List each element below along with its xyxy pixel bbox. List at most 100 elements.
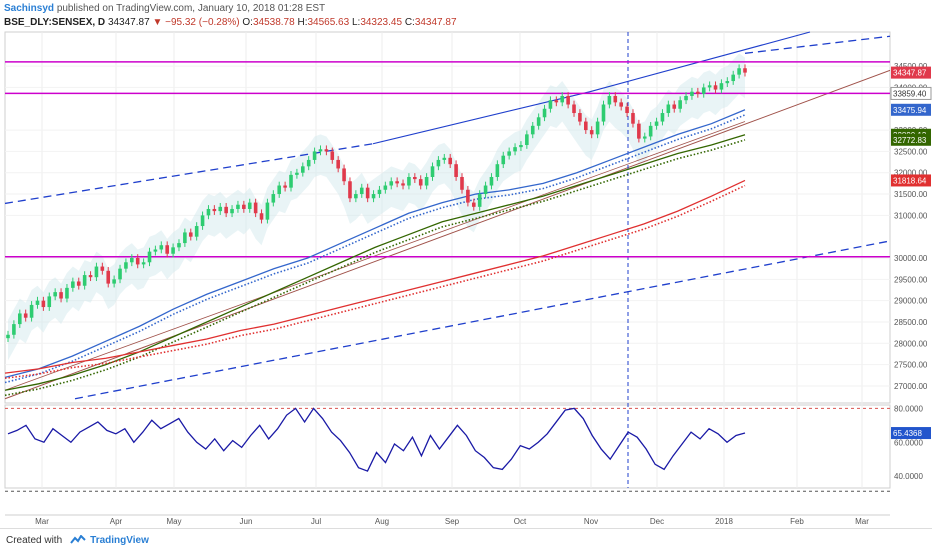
high-value: 34565.63 (307, 17, 350, 28)
candle-body (153, 249, 158, 252)
candle-body (141, 262, 146, 265)
price-pane-border (4, 31, 891, 404)
candle-body (106, 270, 111, 284)
open-label: O: (242, 17, 253, 28)
candle-body (648, 125, 653, 137)
price-tag-box (891, 133, 931, 146)
candle-body (495, 164, 500, 177)
price-pane[interactable] (4, 31, 891, 488)
candle-body (637, 123, 641, 139)
candle-body (424, 176, 429, 186)
candle-body (566, 95, 570, 105)
rsi-tick-label: 60.0000 (894, 438, 923, 447)
upper-channel-projection (744, 35, 891, 54)
candle-body (76, 281, 81, 286)
tradingview-brand[interactable]: TradingView (90, 534, 149, 546)
candle-body (737, 68, 741, 75)
candle-body (407, 176, 411, 186)
open-value: 34538.78 (252, 17, 295, 28)
candle-body (324, 149, 329, 152)
candle-body (354, 194, 358, 199)
price-tag-label: 32772.83 (893, 136, 927, 145)
candle-body (448, 157, 452, 165)
candle-body (418, 179, 423, 186)
candle-body (188, 232, 193, 237)
upper-channel-line (4, 143, 374, 205)
time-tick-label: Apr (110, 517, 123, 526)
price-tick-label: 32500.00 (894, 147, 928, 156)
time-axis[interactable]: Mar Apr May Jun Jul Aug Sep Oct Nov Dec 2018 Feb Mar (35, 517, 869, 526)
price-chart[interactable]: 34500.0034000.0033000.0032500.0032000.00… (0, 0, 932, 528)
candle-body (348, 181, 352, 199)
price-tick-label: 31500.00 (894, 190, 928, 199)
candle-body (454, 164, 458, 177)
candle-body (589, 130, 594, 135)
grid-lines (4, 31, 891, 516)
candle-body (183, 232, 187, 244)
upper-trend-line-solid (372, 91, 591, 145)
candle-body (389, 181, 394, 186)
candle-body (65, 287, 69, 299)
candle-body (359, 187, 364, 195)
price-tag-box (890, 86, 932, 100)
candle-body (701, 87, 706, 94)
symbol-label[interactable]: BSE_DLY:SENSEX, D (4, 17, 106, 28)
price-axis[interactable]: 34500.0034000.0033000.0032500.0032000.00… (890, 62, 932, 481)
moving-average-line (4, 179, 746, 374)
candle-body (259, 213, 264, 220)
candle-body (124, 262, 128, 269)
candle-body (560, 95, 565, 103)
price-tick-label: 27500.00 (894, 361, 928, 370)
low-value: 34323.45 (360, 17, 403, 28)
candle-body (94, 266, 99, 278)
high-label: H: (297, 17, 308, 28)
candle-body (607, 95, 612, 105)
candle-body (336, 159, 340, 169)
author-name[interactable]: Sachinsyd (4, 3, 55, 14)
time-tick-label: Dec (650, 517, 664, 526)
candle-body (35, 300, 40, 305)
price-tick-label: 28000.00 (894, 339, 928, 348)
candle-body (678, 100, 682, 109)
candle-body (88, 275, 93, 278)
candle-body (713, 85, 718, 90)
candle-body (265, 202, 270, 220)
candle-body (666, 104, 671, 114)
price-tick-label: 28500.00 (894, 318, 928, 327)
time-tick-label: Sep (445, 517, 460, 526)
candle-body (584, 121, 588, 131)
candle-body (489, 176, 494, 186)
candle-body (377, 189, 382, 195)
candle-body (401, 183, 405, 186)
candle-body (194, 226, 199, 237)
candle-body (318, 149, 323, 152)
candle-body (371, 194, 376, 199)
candle-body (47, 296, 52, 308)
candle-body (625, 106, 629, 114)
candle-body (277, 185, 282, 195)
candle-body (12, 324, 16, 335)
rsi-pane[interactable] (5, 407, 890, 492)
candle-body (29, 304, 34, 318)
rsi-value-label: 65.4368 (893, 429, 922, 438)
candle-body (135, 258, 140, 265)
chart-header: Sachinsyd published on TradingView.com, … (4, 2, 325, 15)
candle-body (395, 181, 399, 184)
candle-body (477, 194, 482, 207)
candle-body (578, 113, 582, 122)
candle-body (342, 168, 346, 182)
candle-body (660, 113, 665, 122)
time-tick-label: Jul (311, 517, 321, 526)
last-price: 34347.87 (107, 17, 150, 28)
time-tick-label: Oct (514, 517, 527, 526)
price-tag-label: 33859.40 (893, 89, 927, 98)
candle-body (430, 166, 435, 177)
candle-body (301, 166, 305, 173)
candle-body (731, 74, 736, 82)
price-tick-label: 30000.00 (894, 254, 928, 263)
price-tick-label: 29500.00 (894, 275, 928, 284)
rsi-pane-border (4, 404, 891, 489)
candle-body (519, 145, 523, 148)
lower-channel-line (74, 240, 891, 400)
candle-body (601, 104, 606, 122)
